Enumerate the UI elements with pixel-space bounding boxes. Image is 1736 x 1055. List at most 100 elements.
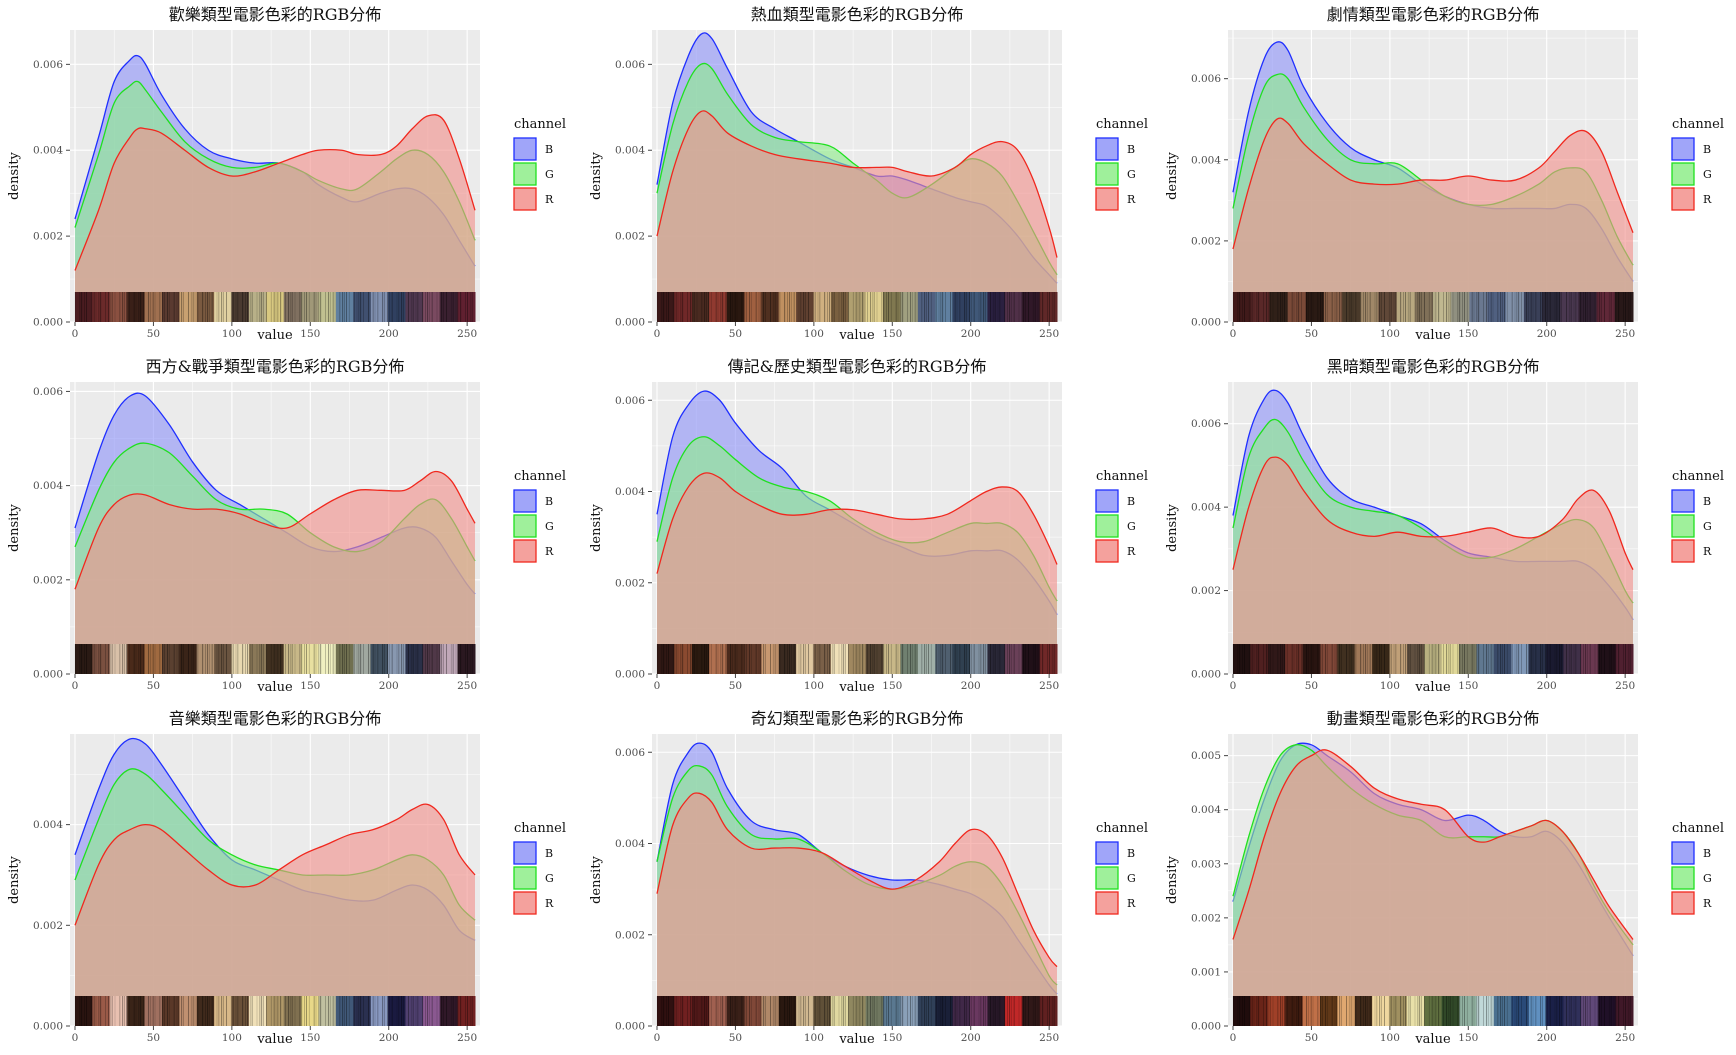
density-chart: 音樂類型電影色彩的RGB分佈 0 50 100 150 200 250 0.000 0.002 0… bbox=[7, 709, 566, 1047]
rug-color-block bbox=[440, 644, 459, 674]
y-tick-label: 0.006 bbox=[33, 59, 63, 71]
chart-title: 西方&戰爭類型電影色彩的RGB分佈 bbox=[146, 357, 405, 376]
rug-color-block bbox=[674, 292, 693, 322]
rug-color-block bbox=[1378, 292, 1398, 322]
density-chart-panel: 熱血類型電影色彩的RGB分佈 0 50 100 150 200 250 0.000 0.002 0… bbox=[582, 0, 1160, 351]
y-axis-label: density bbox=[589, 503, 604, 551]
x-tick-label: 150 bbox=[300, 680, 320, 692]
x-axis-label: value bbox=[1414, 328, 1451, 343]
rug-color-block bbox=[127, 644, 146, 674]
legend-key-G bbox=[1671, 866, 1695, 890]
density-area-R bbox=[75, 471, 475, 674]
x-tick-label: 100 bbox=[804, 1032, 824, 1044]
legend-label-R: R bbox=[1127, 545, 1136, 558]
legend-label-B: B bbox=[1703, 847, 1711, 860]
x-tick-label: 150 bbox=[882, 1032, 902, 1044]
rug-color-block bbox=[1039, 292, 1058, 322]
x-tick-label: 100 bbox=[804, 680, 824, 692]
y-tick-label: 0.002 bbox=[33, 920, 63, 932]
rug-color-block bbox=[1250, 996, 1269, 1026]
x-tick-label: 0 bbox=[654, 328, 661, 340]
rug-color-block bbox=[900, 996, 919, 1026]
rug-color-block bbox=[1528, 996, 1547, 1026]
rug-color-block bbox=[405, 996, 424, 1026]
rug-color-block bbox=[1267, 996, 1286, 1026]
legend-key-G bbox=[1095, 162, 1119, 186]
rug-color-block bbox=[92, 996, 111, 1026]
rug-color-block bbox=[196, 996, 215, 1026]
legend-title: channel bbox=[1096, 117, 1148, 132]
density-chart: 黑暗類型電影色彩的RGB分佈 0 50 100 150 200 250 0.000 0.002 0… bbox=[1165, 357, 1724, 695]
color-rug-strip bbox=[1232, 292, 1634, 322]
rug-color-block bbox=[1528, 644, 1547, 674]
legend-label-R: R bbox=[1127, 897, 1136, 910]
legend-label-G: G bbox=[1127, 168, 1136, 181]
rug-color-block bbox=[1337, 644, 1356, 674]
x-tick-label: 200 bbox=[961, 328, 981, 340]
rug-color-block bbox=[318, 644, 337, 674]
rug-color-block bbox=[952, 292, 971, 322]
y-tick-label: 0.000 bbox=[615, 669, 645, 681]
x-axis-label: value bbox=[256, 328, 293, 343]
x-tick-label: 50 bbox=[147, 1032, 160, 1044]
x-tick-label: 150 bbox=[1458, 328, 1478, 340]
rug-color-block bbox=[75, 996, 93, 1026]
color-rug-strip bbox=[1232, 996, 1634, 1026]
rug-color-block bbox=[1476, 996, 1495, 1026]
rug-color-block bbox=[709, 644, 728, 674]
rug-color-block bbox=[1342, 292, 1361, 322]
rug-color-block bbox=[1319, 996, 1338, 1026]
rug-color-block bbox=[109, 996, 128, 1026]
x-tick-label: 50 bbox=[729, 680, 742, 692]
x-tick-label: 150 bbox=[882, 328, 902, 340]
color-rug-strip bbox=[656, 996, 1058, 1026]
density-chart: 歡樂類型電影色彩的RGB分佈 0 50 100 150 200 250 0.000 0.002 0… bbox=[7, 5, 566, 343]
legend-key-R bbox=[1095, 187, 1119, 211]
rug-color-block bbox=[761, 644, 780, 674]
color-rug-strip bbox=[656, 292, 1058, 322]
legend-key-B bbox=[513, 841, 537, 865]
y-tick-label: 0.006 bbox=[615, 747, 645, 759]
rug-color-block bbox=[1004, 996, 1023, 1026]
x-tick-label: 200 bbox=[961, 680, 981, 692]
rug-color-block bbox=[109, 292, 128, 322]
density-chart-panel: 劇情類型電影色彩的RGB分佈 0 50 100 150 200 250 0.000 0.002 0… bbox=[1158, 0, 1736, 351]
rug-color-block bbox=[830, 292, 849, 322]
rug-color-block bbox=[214, 644, 233, 674]
density-chart: 動畫類型電影色彩的RGB分佈 0 50 100 150 200 250 0.000 0.001 0… bbox=[1165, 709, 1724, 1047]
rug-color-block bbox=[726, 292, 745, 322]
rug-color-block bbox=[657, 644, 675, 674]
rug-color-block bbox=[848, 292, 867, 322]
y-tick-label: 0.005 bbox=[1191, 750, 1221, 762]
rug-color-block bbox=[830, 996, 849, 1026]
rug-color-block bbox=[865, 292, 884, 322]
color-rug-strip bbox=[74, 644, 476, 674]
legend-title: channel bbox=[514, 821, 566, 836]
density-area-R bbox=[75, 114, 475, 322]
x-tick-label: 150 bbox=[1458, 680, 1478, 692]
rug-color-block bbox=[796, 292, 815, 322]
rug-color-block bbox=[248, 996, 267, 1026]
chart-title: 奇幻類型電影色彩的RGB分佈 bbox=[751, 709, 964, 728]
legend-title: channel bbox=[1096, 469, 1148, 484]
y-tick-label: 0.004 bbox=[615, 838, 645, 850]
rug-color-block bbox=[179, 644, 198, 674]
density-chart-panel: 奇幻類型電影色彩的RGB分佈 0 50 100 150 200 250 0.000 0.002 0… bbox=[582, 704, 1160, 1055]
legend-label-B: B bbox=[1127, 143, 1135, 156]
legend-label-R: R bbox=[545, 897, 554, 910]
density-line-R bbox=[74, 470, 476, 590]
rug-color-block bbox=[283, 644, 302, 674]
legend-title: channel bbox=[1672, 821, 1724, 836]
y-axis-label: density bbox=[7, 503, 22, 551]
color-rug-strip bbox=[656, 644, 1058, 674]
density-line-R bbox=[1232, 117, 1634, 250]
y-tick-label: 0.002 bbox=[615, 577, 645, 589]
density-line-R bbox=[656, 472, 1058, 574]
x-axis-label: value bbox=[838, 1032, 875, 1047]
rug-color-block bbox=[743, 644, 762, 674]
rug-color-block bbox=[1372, 644, 1391, 674]
rug-color-block bbox=[830, 644, 849, 674]
legend-key-R bbox=[1095, 891, 1119, 915]
rug-color-block bbox=[935, 292, 954, 322]
rug-color-block bbox=[1523, 292, 1543, 322]
